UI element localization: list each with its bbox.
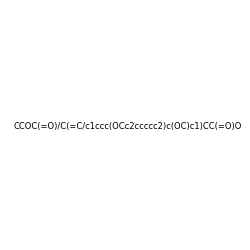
- Text: CCOC(=O)/C(=C/c1ccc(OCc2ccccc2)c(OC)c1)CC(=O)O: CCOC(=O)/C(=C/c1ccc(OCc2ccccc2)c(OC)c1)C…: [14, 122, 242, 131]
